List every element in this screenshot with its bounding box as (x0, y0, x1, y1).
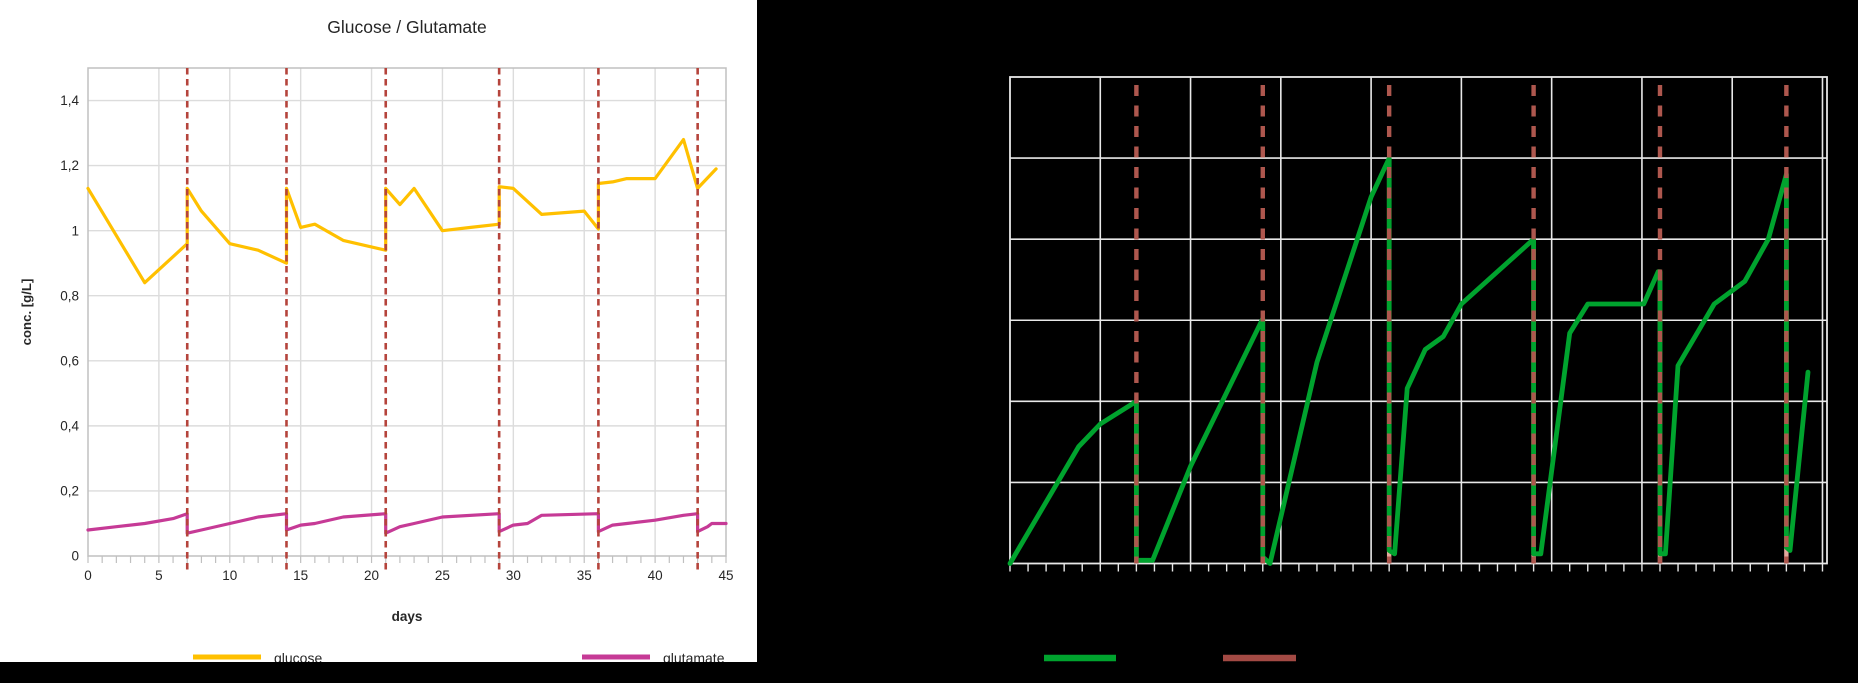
x-tick-label: 20 (364, 568, 379, 583)
series-glutamate (86, 512, 728, 535)
bottom-black-bar (0, 662, 1858, 683)
y-tick-label: 0 (71, 549, 79, 564)
plot-frame (1009, 76, 1828, 565)
dark-sawtooth-chart (1007, 76, 1828, 662)
x-tick-label: 0 (84, 568, 92, 583)
x-tick-label: 25 (435, 568, 450, 583)
x-tick-label: 10 (222, 568, 237, 583)
x-tick-label: 15 (293, 568, 308, 583)
y-tick-label: 0,8 (60, 288, 79, 303)
glucose-glutamate-chart: 0 0,2 0,4 0,6 0,8 1 1,2 1,4 0 5 10 15 20 25 30 35 40 45 Gl… (19, 17, 734, 666)
x-tick-label: 5 (155, 568, 163, 583)
x-tick-label: 45 (718, 568, 733, 583)
y-tick-label: 1,2 (60, 158, 79, 173)
y-tick-label: 0,2 (60, 484, 79, 499)
glucose-glutamate-chart-panel: 0 0,2 0,4 0,6 0,8 1 1,2 1,4 0 5 10 15 20 25 30 35 40 45 Gl… (0, 0, 757, 683)
series-glucose (86, 138, 718, 285)
y-tick-label: 0,6 (60, 353, 79, 368)
y-tick-label: 0,4 (60, 418, 79, 433)
y-tick-label: 1 (71, 223, 79, 238)
y-axis-label: conc. [g/L] (19, 279, 34, 346)
y-tick-label: 1,4 (60, 93, 79, 108)
plot-frame (87, 67, 727, 557)
x-tick-label: 30 (506, 568, 521, 583)
dark-sawtooth-chart-panel (757, 0, 1858, 683)
x-tick-label: 40 (648, 568, 663, 583)
chart-title: Glucose / Glutamate (327, 17, 487, 37)
series-green-sawtooth (1007, 155, 1811, 566)
x-axis-label: days (392, 609, 423, 624)
x-tick-label: 35 (577, 568, 592, 583)
